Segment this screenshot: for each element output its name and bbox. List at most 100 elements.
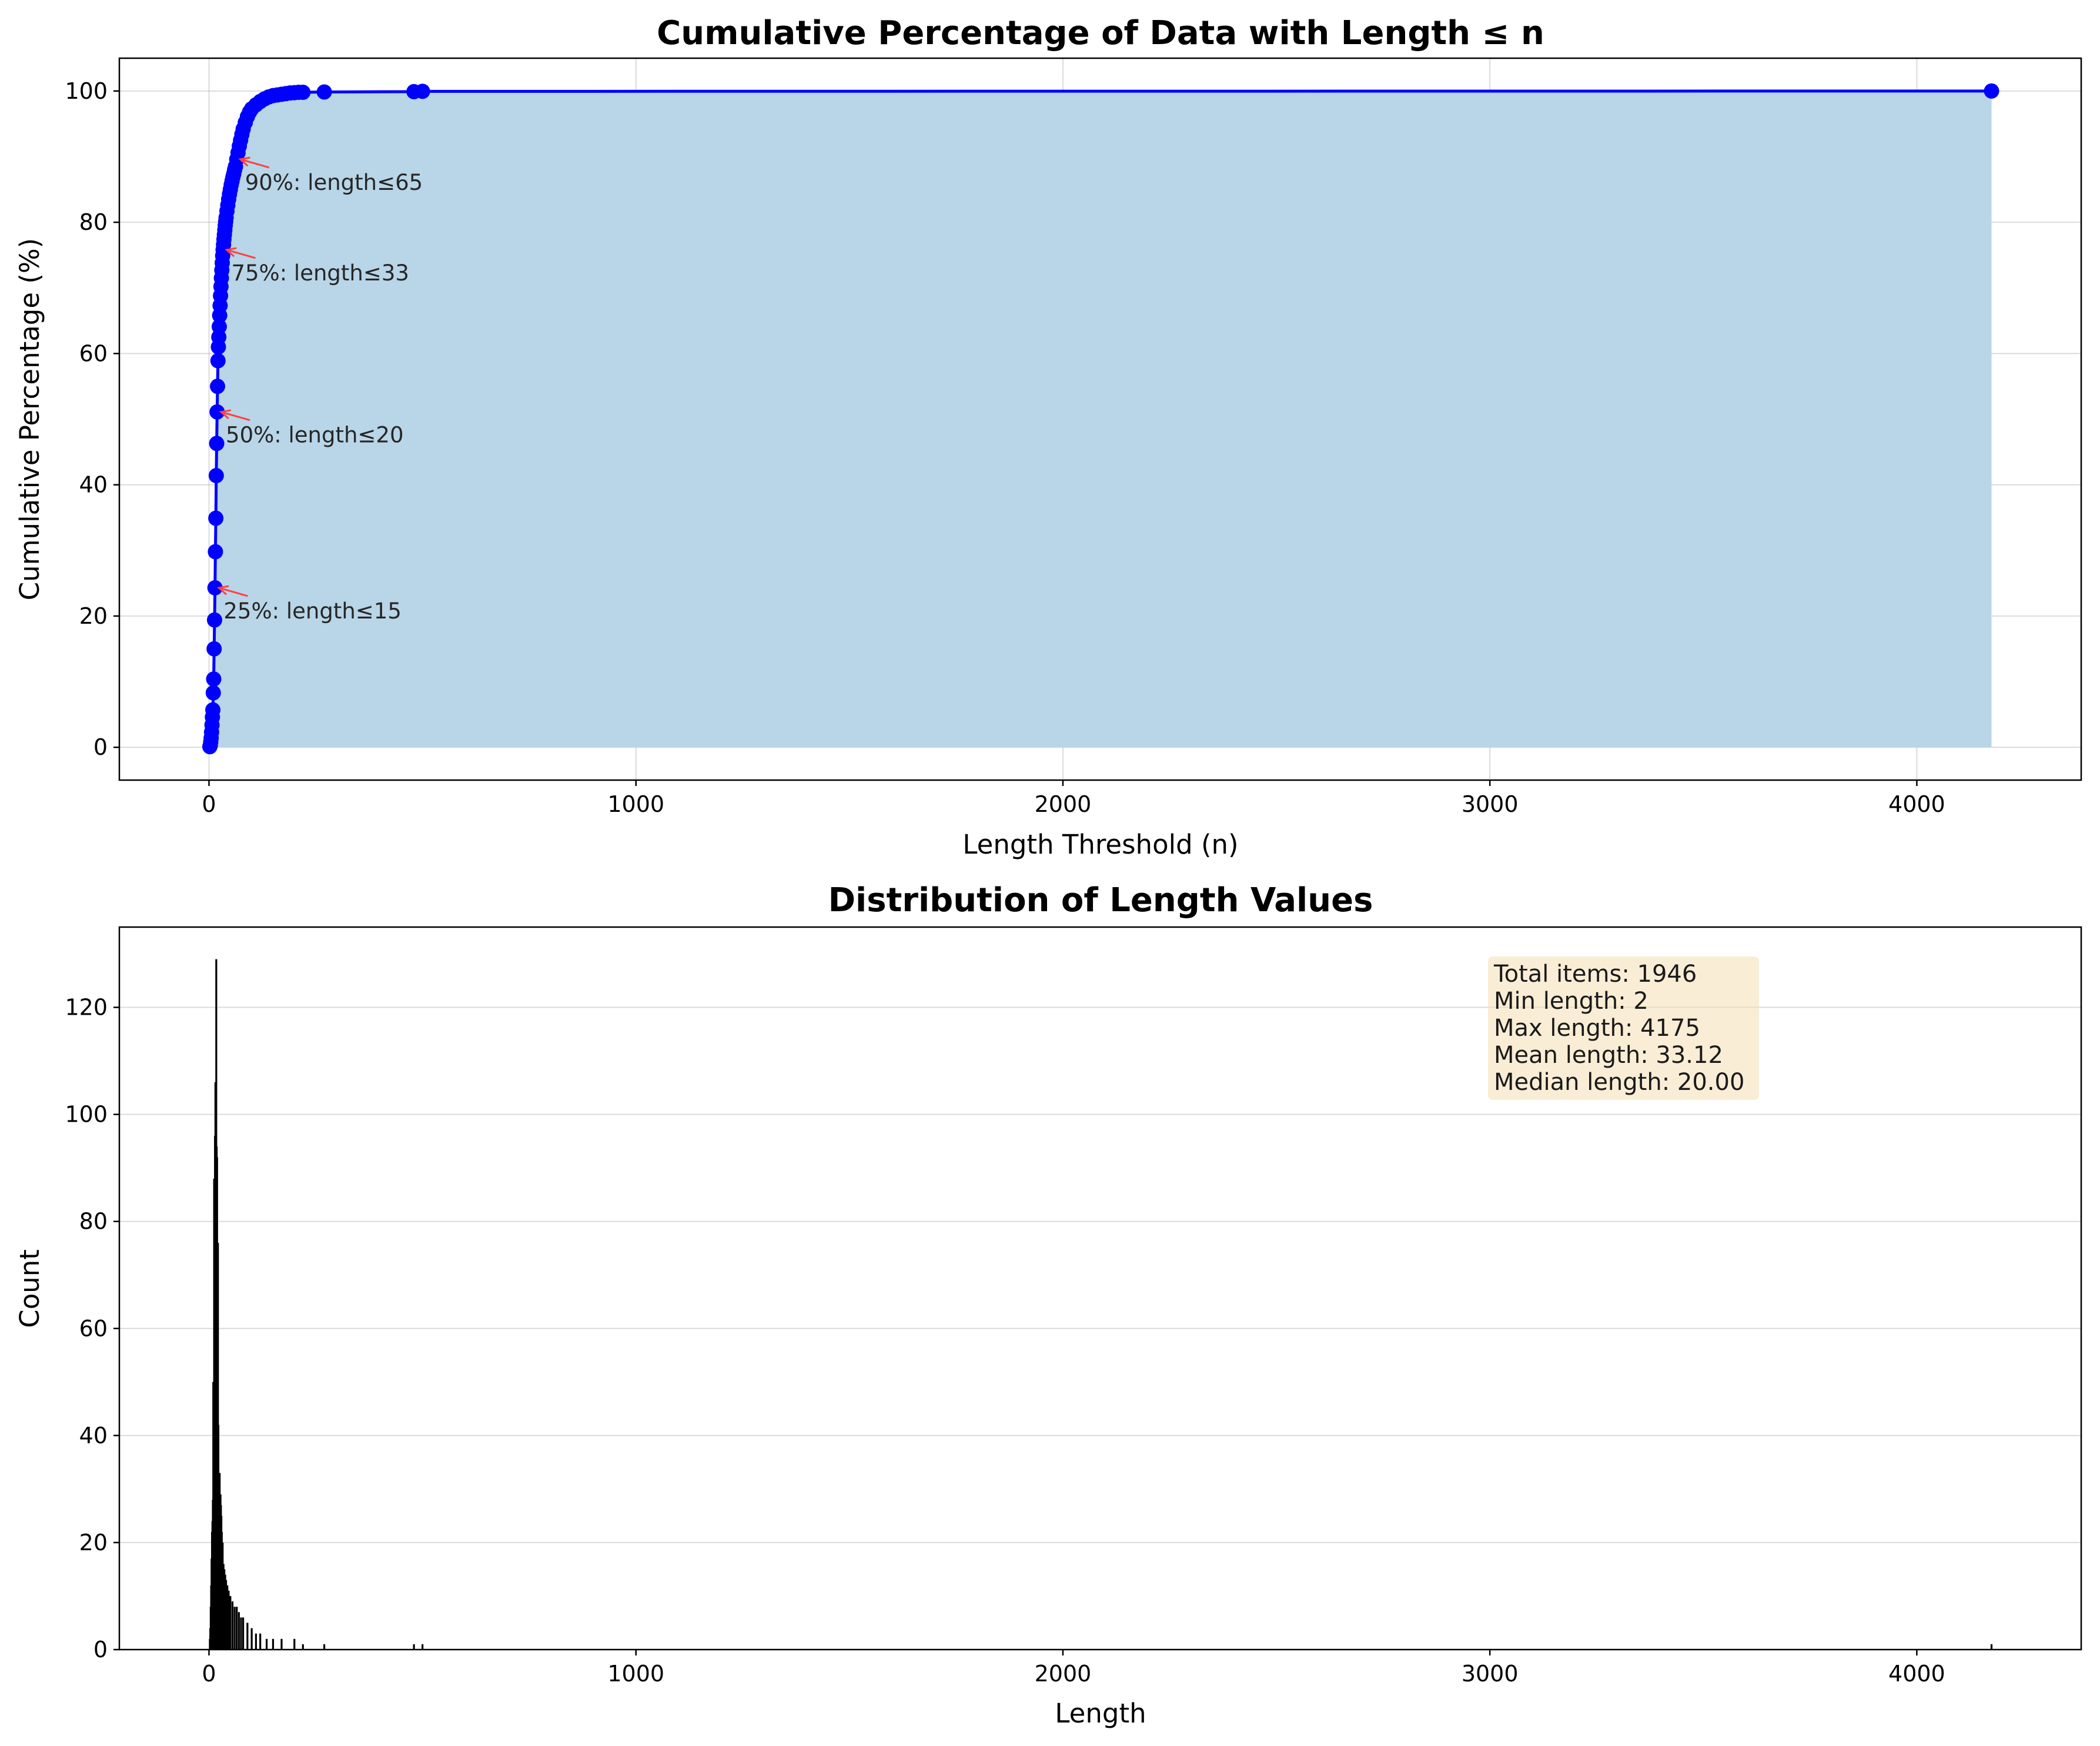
histogram-bar <box>293 1638 296 1650</box>
stats-median-length: Median length: 20.00 <box>1494 1069 1744 1096</box>
histogram-y-tick-label: 120 <box>65 995 108 1021</box>
cumulative-data-point <box>209 404 225 420</box>
cumulative-data-point <box>206 641 222 657</box>
histogram-x-tick-label: 4000 <box>1888 1661 1945 1687</box>
cumulative-data-point <box>210 379 226 394</box>
annotation-label: 50%: length≤20 <box>226 423 404 448</box>
histogram-x-tick-label: 3000 <box>1462 1661 1519 1687</box>
stats-max-length: Max length: 4175 <box>1494 1015 1700 1042</box>
histogram-bar <box>233 1607 236 1650</box>
stats-mean-length: Mean length: 33.12 <box>1494 1042 1723 1069</box>
histogram-axes-frame <box>118 926 2082 1651</box>
annotation-arrowhead <box>238 156 250 167</box>
annotation-arrow <box>226 249 256 259</box>
cumulative-data-point <box>206 671 222 687</box>
histogram-y-tick-label: 80 <box>79 1209 108 1235</box>
cumulative-data-point <box>205 685 221 701</box>
annotation-arrowhead <box>217 585 229 596</box>
cumulative-data-point <box>295 85 311 101</box>
annotation-label: 75%: length≤33 <box>231 260 409 286</box>
histogram-y-tick-label: 100 <box>65 1102 108 1128</box>
histogram-bar <box>413 1644 415 1650</box>
histogram-bar <box>422 1644 424 1650</box>
histogram-ticks: 0 20 40 60 80 100 120 0 1000 2000 3000 4000 <box>65 995 1945 1687</box>
histogram-bar <box>280 1638 283 1650</box>
cumulative-x-axis-label: Length Threshold (n) <box>962 829 1238 860</box>
histogram-bar <box>302 1644 304 1650</box>
cumulative-data-point <box>209 436 225 451</box>
annotation-arrowhead <box>219 409 232 420</box>
histogram-bar <box>272 1638 275 1650</box>
cumulative-data-point <box>205 702 221 718</box>
cumulative-x-tick-label: 3000 <box>1462 791 1519 817</box>
histogram-bar <box>226 1585 229 1650</box>
annotation-arrow <box>218 587 248 597</box>
cumulative-y-tick-label: 60 <box>79 340 108 366</box>
histogram-bar <box>246 1623 249 1650</box>
histogram-bar <box>228 1590 230 1650</box>
cumulative-ticks: 0 1000 2000 3000 4000 0 20 40 60 80 100 <box>65 78 1945 817</box>
cumulative-data-point <box>207 580 223 596</box>
histogram-x-axis-label: Length <box>1055 1698 1146 1729</box>
histogram-x-tick-label: 1000 <box>607 1661 664 1687</box>
annotation-arrow <box>220 411 250 422</box>
cumulative-data-point <box>1984 83 1999 99</box>
histogram-y-tick-label: 20 <box>79 1530 108 1556</box>
annotation-arrowhead <box>225 247 237 257</box>
histogram-bar <box>240 1617 242 1650</box>
histogram-chart: Distribution of Length Values 0 20 40 60 80 1… <box>14 881 2082 1729</box>
cumulative-y-tick-label: 0 <box>93 734 108 760</box>
histogram-y-tick-label: 0 <box>93 1637 108 1663</box>
annotation-arrow <box>240 158 270 169</box>
histogram-bar <box>259 1633 262 1650</box>
annotation-label: 25%: length≤15 <box>223 598 401 624</box>
cumulative-chart-title: Cumulative Percentage of Data with Lengt… <box>657 14 1544 52</box>
cumulative-y-axis-label: Cumulative Percentage (%) <box>14 238 45 600</box>
cumulative-x-tick-label: 2000 <box>1035 791 1092 817</box>
stats-total-items: Total items: 1946 <box>1493 961 1697 988</box>
histogram-bars <box>209 959 1993 1650</box>
cumulative-area-fill <box>209 91 1992 748</box>
histogram-bar <box>250 1628 253 1650</box>
histogram-bar <box>242 1617 245 1650</box>
annotation-label: 90%: length≤65 <box>245 170 423 195</box>
cumulative-y-tick-label: 20 <box>79 603 108 629</box>
histogram-x-tick-label: 2000 <box>1035 1661 1092 1687</box>
cumulative-x-tick-label: 0 <box>202 791 216 817</box>
cumulative-data-point <box>316 84 332 100</box>
histogram-bar <box>231 1601 234 1650</box>
cumulative-chart: Cumulative Percentage of Data with Lengt… <box>14 14 2082 860</box>
histogram-y-tick-label: 60 <box>79 1316 108 1342</box>
histogram-bar <box>238 1612 240 1650</box>
histogram-bar <box>255 1633 257 1650</box>
cumulative-points <box>202 83 1999 755</box>
histogram-y-tick-label: 40 <box>79 1423 108 1449</box>
histogram-bar <box>1990 1644 1993 1650</box>
cumulative-data-point <box>206 612 222 628</box>
histogram-bar <box>323 1644 326 1650</box>
cumulative-data-point <box>208 544 223 560</box>
stats-box: Total items: 1946 Min length: 2 Max leng… <box>1488 956 1759 1100</box>
cumulative-data-point <box>208 468 224 484</box>
cumulative-x-tick-label: 4000 <box>1888 791 1945 817</box>
cumulative-data-point <box>414 83 430 99</box>
cumulative-x-tick-label: 1000 <box>607 791 664 817</box>
histogram-bar <box>225 1580 228 1650</box>
cumulative-data-point <box>208 510 224 526</box>
cumulative-y-tick-label: 40 <box>79 472 108 498</box>
histogram-y-axis-label: Count <box>14 1249 45 1328</box>
histogram-chart-title: Distribution of Length Values <box>828 881 1373 919</box>
cumulative-axes-frame <box>118 57 2082 781</box>
histogram-bar <box>265 1638 268 1650</box>
histogram-x-tick-label: 0 <box>202 1661 216 1687</box>
cumulative-y-tick-label: 80 <box>79 209 108 235</box>
cumulative-y-tick-label: 100 <box>65 78 108 104</box>
cumulative-annotations: 25%: length≤15 50%: length≤20 75%: length≤… <box>217 156 423 624</box>
histogram-bar <box>229 1596 232 1650</box>
cumulative-data-point <box>210 353 226 369</box>
stats-box-background <box>1488 956 1759 1100</box>
histogram-bar <box>236 1607 238 1650</box>
stats-min-length: Min length: 2 <box>1494 988 1648 1015</box>
cumulative-data-point <box>211 319 227 335</box>
